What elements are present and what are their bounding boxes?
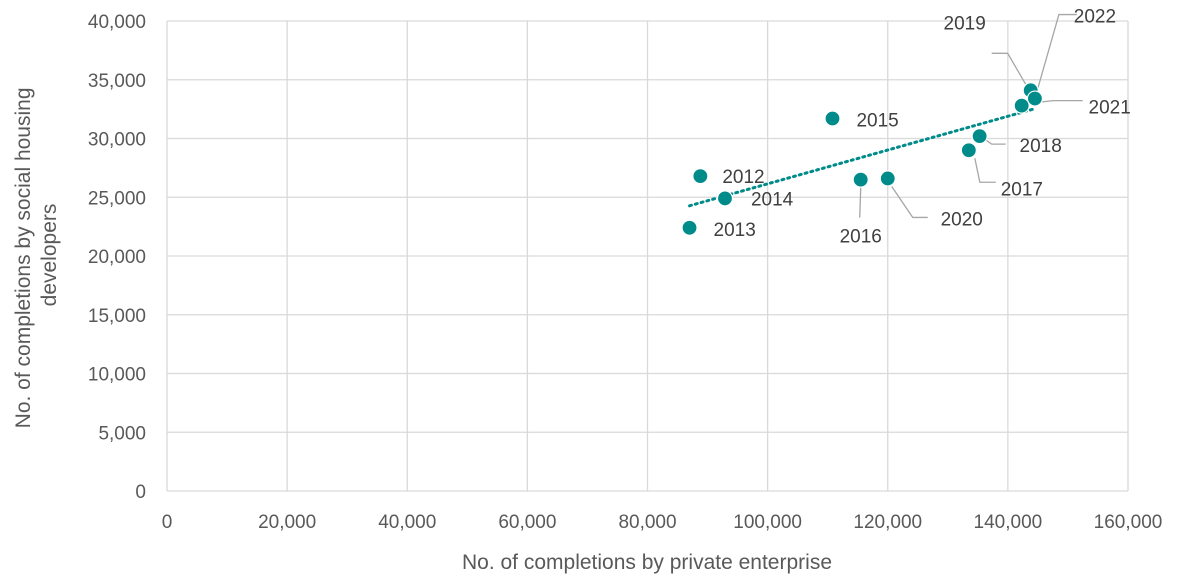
y-tick-label: 0 <box>135 482 146 503</box>
leader-line <box>974 158 996 183</box>
y-axis-title-line-2: developers <box>38 204 61 307</box>
point-label: 2021 <box>1089 98 1131 119</box>
point-label: 2019 <box>944 13 986 34</box>
point-labels: 2012 2013 2014 2015 2016 2017 2018 2019 2020 2021… <box>714 7 1131 248</box>
data-point <box>879 170 896 187</box>
data-points <box>681 82 1044 236</box>
leader-line <box>1036 13 1077 92</box>
y-tick-label: 20,000 <box>88 247 146 268</box>
point-label: 2012 <box>722 167 764 188</box>
y-tick-label: 5,000 <box>98 423 146 444</box>
leader-line <box>984 138 1006 145</box>
x-tick-label: 0 <box>162 512 173 533</box>
x-tick-label: 140,000 <box>974 512 1043 533</box>
y-axis-title: No. of completions by social housing dev… <box>12 82 61 429</box>
data-point <box>716 190 734 207</box>
data-point <box>681 219 698 236</box>
leader-line <box>859 187 862 218</box>
leader-line <box>991 52 1027 85</box>
point-label: 2016 <box>840 227 882 248</box>
trendline-layer <box>688 107 1037 208</box>
point-label: 2017 <box>1001 179 1043 200</box>
point-label: 2013 <box>714 220 756 241</box>
x-tick-label: 100,000 <box>733 512 802 533</box>
x-tick-label: 80,000 <box>618 512 676 533</box>
point-label: 2020 <box>941 209 983 230</box>
x-tick-label: 120,000 <box>853 512 922 533</box>
x-tick-label: 60,000 <box>498 512 556 533</box>
data-point <box>1013 97 1030 114</box>
point-label: 2022 <box>1074 7 1116 28</box>
data-point <box>852 171 869 188</box>
x-tick-label: 20,000 <box>258 512 316 533</box>
data-point <box>1026 90 1044 107</box>
data-point <box>960 142 977 159</box>
leader-line <box>891 186 928 219</box>
y-axis-title-line-1: No. of completions by social housing <box>12 87 35 428</box>
tick-labels: 0 20,000 40,000 60,000 80,000 100,000 120,000 1… <box>88 12 1162 533</box>
trendline <box>688 107 1037 208</box>
point-label: 2018 <box>1020 136 1062 157</box>
point-label: 2015 <box>856 111 898 132</box>
y-tick-label: 25,000 <box>88 188 146 209</box>
y-tick-label: 35,000 <box>88 71 146 92</box>
y-tick-label: 30,000 <box>88 130 146 151</box>
y-tick-label: 15,000 <box>88 306 146 327</box>
data-point <box>824 110 841 127</box>
x-axis-title: No. of completions by private enterprise <box>462 551 832 574</box>
x-tick-label: 40,000 <box>378 512 436 533</box>
x-tick-label: 160,000 <box>1094 512 1163 533</box>
grid-layer <box>166 20 1129 492</box>
y-tick-label: 40,000 <box>88 12 146 33</box>
point-label: 2014 <box>751 189 794 210</box>
y-tick-label: 10,000 <box>88 365 146 386</box>
data-point <box>971 128 988 145</box>
data-point <box>692 168 709 185</box>
